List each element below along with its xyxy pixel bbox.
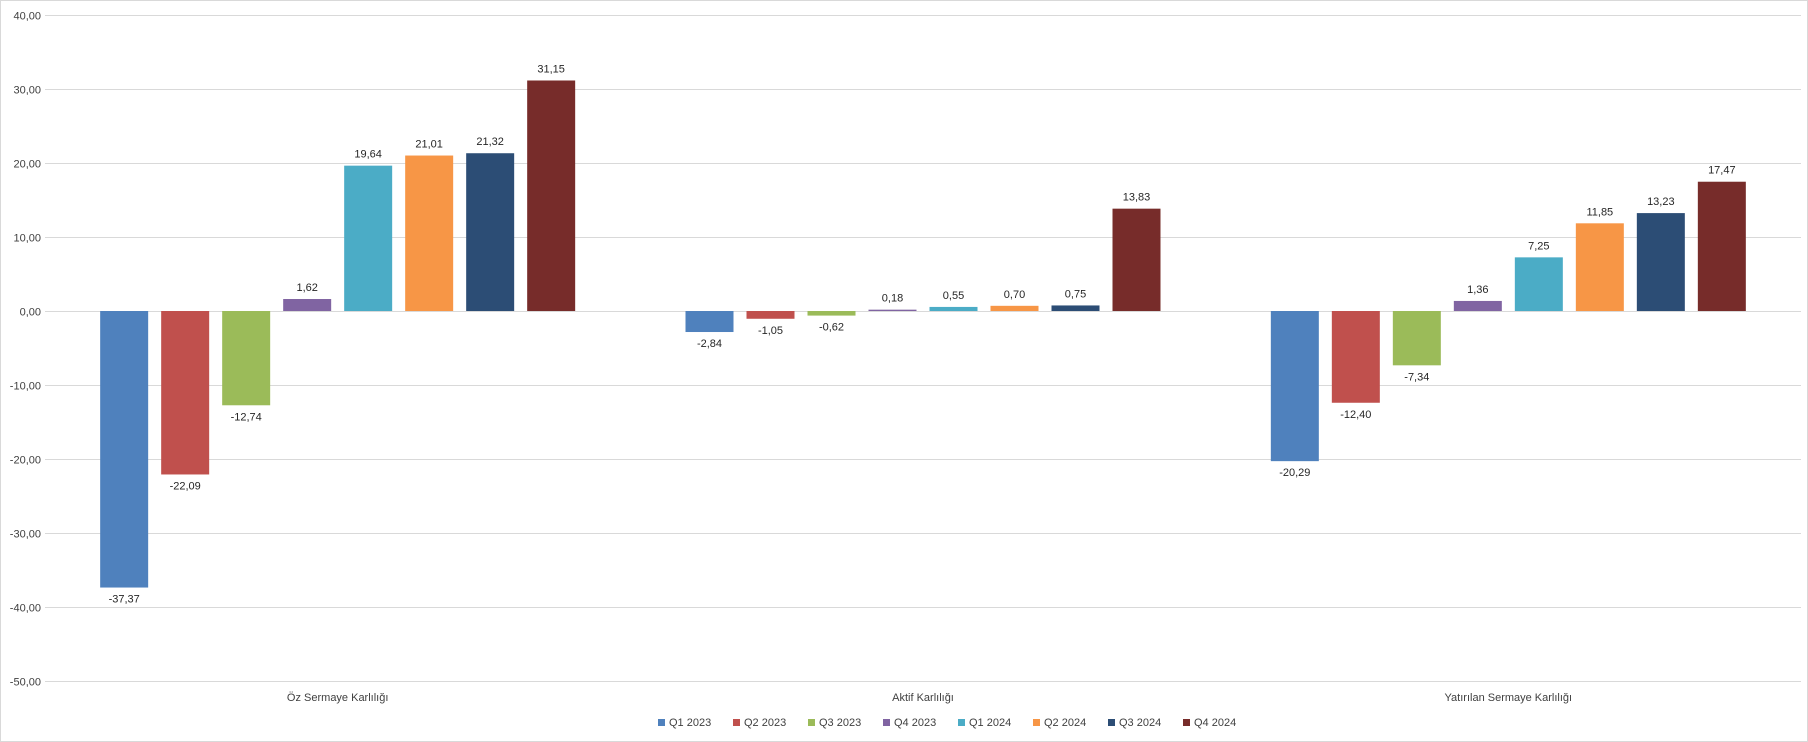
data-label: 13,83 xyxy=(1123,192,1151,204)
data-label: -20,29 xyxy=(1279,467,1310,479)
bar xyxy=(1453,300,1502,311)
legend-swatch xyxy=(1108,719,1115,726)
y-tick-label: 40,00 xyxy=(13,11,41,23)
bar xyxy=(1392,311,1441,366)
bar xyxy=(1514,257,1563,311)
y-tick-label: -30,00 xyxy=(10,529,41,541)
bar xyxy=(527,80,576,312)
legend-label: Q4 2023 xyxy=(894,717,936,729)
bar xyxy=(929,306,978,311)
bar xyxy=(1697,181,1746,311)
y-tick-label: 0,00 xyxy=(20,307,41,319)
data-label: -22,09 xyxy=(170,480,201,492)
bar xyxy=(283,299,332,311)
legend-label: Q2 2023 xyxy=(744,717,786,729)
legend-swatch xyxy=(883,719,890,726)
data-label: 21,32 xyxy=(476,136,504,148)
bar xyxy=(1331,311,1380,403)
data-label: 0,18 xyxy=(882,293,903,305)
data-label: 13,23 xyxy=(1647,196,1675,208)
y-tick-label: 30,00 xyxy=(13,85,41,97)
bar xyxy=(685,311,734,333)
bar xyxy=(161,311,210,475)
data-label: -2,84 xyxy=(697,338,722,350)
category-label: Aktif Karlılığı xyxy=(892,692,954,704)
y-tick-label: -40,00 xyxy=(10,603,41,615)
bar xyxy=(222,311,271,406)
data-label: 1,36 xyxy=(1467,284,1488,296)
bar xyxy=(868,309,917,311)
legend-swatch xyxy=(658,719,665,726)
bar xyxy=(344,165,393,311)
legend-swatch xyxy=(1183,719,1190,726)
data-label: 0,70 xyxy=(1004,289,1025,301)
y-tick-label: -50,00 xyxy=(10,677,41,689)
bar xyxy=(100,311,149,588)
legend-swatch xyxy=(958,719,965,726)
data-label: 17,47 xyxy=(1708,165,1736,177)
legend-swatch xyxy=(733,719,740,726)
legend-swatch xyxy=(1033,719,1040,726)
legend-label: Q3 2023 xyxy=(819,717,861,729)
data-label: -12,40 xyxy=(1340,409,1371,421)
legend-label: Q1 2023 xyxy=(669,717,711,729)
legend-label: Q1 2024 xyxy=(969,717,1011,729)
legend-label: Q3 2024 xyxy=(1119,717,1161,729)
bar xyxy=(466,153,515,311)
category-label: Yatırılan Sermaye Karlılığı xyxy=(1445,692,1573,704)
data-label: -7,34 xyxy=(1404,371,1429,383)
bar xyxy=(746,311,795,319)
data-label: -1,05 xyxy=(758,325,783,337)
data-label: 1,62 xyxy=(296,282,317,294)
bar xyxy=(405,155,454,311)
data-label: 19,64 xyxy=(354,149,382,161)
bar xyxy=(807,311,856,316)
data-label: 21,01 xyxy=(415,139,443,151)
data-label: 0,55 xyxy=(943,290,964,302)
data-label: -12,74 xyxy=(231,411,262,423)
legend-swatch xyxy=(808,719,815,726)
bar xyxy=(1575,223,1624,311)
bar xyxy=(1112,208,1161,311)
y-tick-label: -10,00 xyxy=(10,381,41,393)
legend-label: Q2 2024 xyxy=(1044,717,1086,729)
data-label: 0,75 xyxy=(1065,288,1086,300)
data-label: 31,15 xyxy=(537,63,565,75)
y-tick-label: -20,00 xyxy=(10,455,41,467)
data-label: -37,37 xyxy=(109,594,140,606)
y-tick-label: 20,00 xyxy=(13,159,41,171)
bar xyxy=(1051,305,1100,311)
data-label: -0,62 xyxy=(819,322,844,334)
bar xyxy=(1636,213,1685,311)
y-tick-label: 10,00 xyxy=(13,233,41,245)
bar xyxy=(1270,311,1319,462)
data-label: 7,25 xyxy=(1528,240,1549,252)
bar xyxy=(990,305,1039,311)
category-label: Öz Sermaye Karlılığı xyxy=(287,692,388,704)
data-label: 11,85 xyxy=(1586,206,1613,218)
legend-label: Q4 2024 xyxy=(1194,717,1236,729)
